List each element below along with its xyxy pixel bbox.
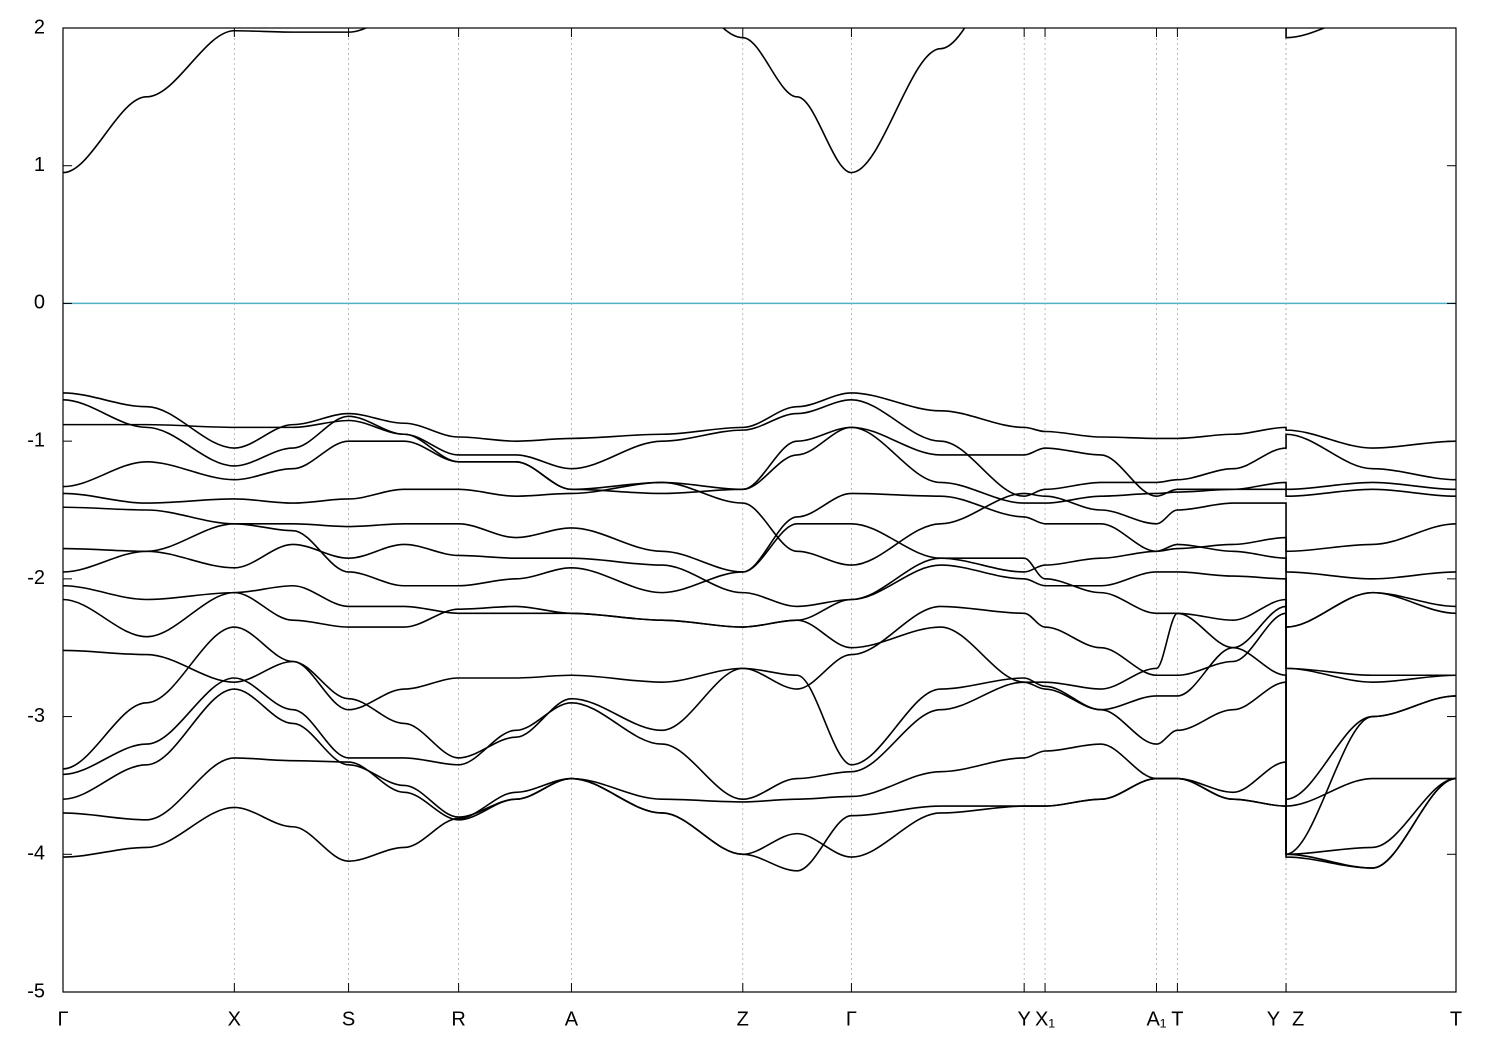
x-tick-label: Γ	[846, 1008, 857, 1030]
x-tick-label: Γ	[57, 1008, 68, 1030]
band-line	[63, 522, 1456, 677]
x-tick-label: A₁	[1146, 1008, 1166, 1030]
x-tick-label: Y	[1267, 1008, 1280, 1030]
plot-area	[63, 28, 1456, 872]
band-line	[63, 392, 1456, 449]
x-tick-label: R	[451, 1008, 465, 1030]
y-tick-label: -4	[27, 843, 45, 865]
band-line	[63, 399, 1456, 498]
x-tick-label: T	[1450, 1008, 1462, 1030]
x-tick-label: Z	[1292, 1008, 1304, 1030]
band-line	[63, 28, 1327, 174]
x-tick-label: Y	[1017, 1008, 1030, 1030]
y-tick-label: -5	[27, 980, 45, 1002]
y-tick-label: -1	[27, 429, 45, 451]
band-line	[63, 557, 1456, 628]
y-tick-label: -3	[27, 705, 45, 727]
band-line	[63, 543, 1456, 628]
x-tick-label: X₁	[1035, 1008, 1055, 1030]
band-line	[63, 481, 1456, 566]
band-line	[63, 677, 1456, 807]
x-tick-label: A	[565, 1008, 579, 1030]
y-tick-label: -2	[27, 567, 45, 589]
band-line	[63, 605, 1456, 856]
x-tick-label: T	[1171, 1008, 1183, 1030]
band-line	[63, 777, 1456, 869]
grid	[62, 28, 1457, 992]
y-tick-label: 1	[34, 154, 45, 176]
x-tick-label: X	[228, 1008, 241, 1030]
x-tick-label: S	[342, 1008, 355, 1030]
band-line	[63, 591, 1456, 801]
plot-frame	[62, 27, 1457, 993]
band-line	[63, 605, 1456, 711]
band-line	[63, 492, 1456, 580]
y-tick-label: 2	[34, 16, 45, 38]
band-line	[63, 757, 1456, 872]
y-tick-label: 0	[34, 292, 45, 314]
x-tick-label: Z	[737, 1008, 749, 1030]
band-line	[63, 426, 1456, 498]
band-line	[63, 688, 1456, 856]
